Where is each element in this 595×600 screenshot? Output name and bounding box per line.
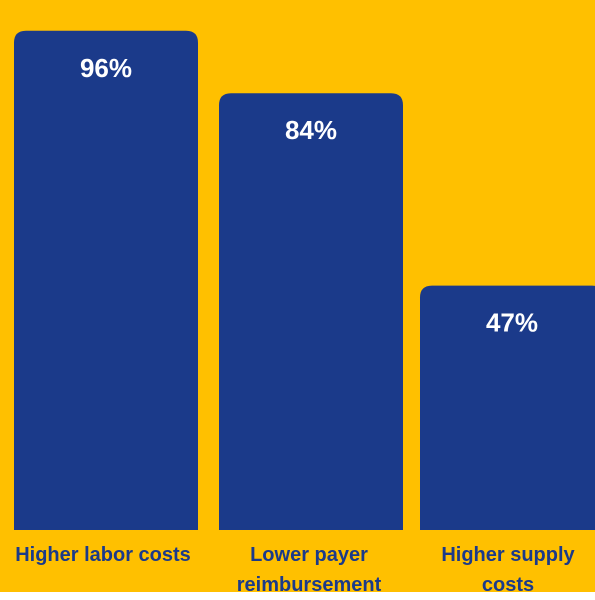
bar-1 bbox=[14, 30, 198, 531]
category-label-higher-supply-costs: Higher supply costs bbox=[441, 544, 575, 596]
category-label-higher-labor-costs: Higher labor costs bbox=[15, 544, 191, 566]
bar-3 bbox=[420, 285, 595, 530]
data-label-1: 96% bbox=[80, 53, 132, 83]
category-label-lower-payer-reimbursement: Lower payer reimbursement bbox=[236, 544, 382, 596]
bar-group: 96% 84% 47% bbox=[14, 30, 595, 531]
data-label-3: 47% bbox=[486, 308, 538, 338]
bar-2 bbox=[219, 93, 403, 530]
data-label-2: 84% bbox=[285, 115, 337, 145]
